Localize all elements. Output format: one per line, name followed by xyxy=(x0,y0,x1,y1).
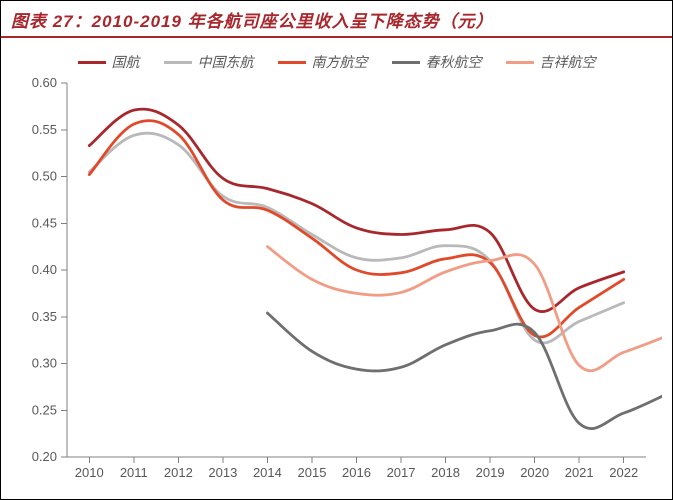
y-tick-label: 0.40 xyxy=(32,262,57,277)
x-tick-label: 2010 xyxy=(75,465,104,480)
x-tick-label: 2015 xyxy=(298,465,327,480)
legend-swatch xyxy=(506,61,534,64)
y-tick-label: 0.35 xyxy=(32,309,57,324)
legend-item: 吉祥航空 xyxy=(506,52,596,72)
chart-plot-area: 0.20 0.25 0.30 0.35 0.40 0.45 0.50 0.55 0.60 2010… xyxy=(11,77,662,487)
x-tick-label: 2019 xyxy=(476,465,505,480)
legend-label: 吉祥航空 xyxy=(540,52,596,72)
legend: 国航 中国东航 南方航空 春秋航空 吉祥航空 xyxy=(1,38,672,76)
legend-swatch xyxy=(78,61,106,64)
legend-label: 中国东航 xyxy=(198,52,254,72)
x-tick-label: 2016 xyxy=(342,465,371,480)
legend-item: 国航 xyxy=(78,52,140,72)
axes: 0.20 0.25 0.30 0.35 0.40 0.45 0.50 0.55 0.60 2010… xyxy=(32,77,646,480)
x-tick-label: 2018 xyxy=(431,465,460,480)
y-tick-label: 0.60 xyxy=(32,77,57,90)
title-bar: 图表 27：2010-2019 年各航司座公里收入呈下降态势（元） xyxy=(1,1,672,38)
x-tick-label: 2014 xyxy=(253,465,282,480)
chart-figure: 图表 27：2010-2019 年各航司座公里收入呈下降态势（元） 国航 中国东航… xyxy=(0,0,673,500)
legend-label: 国航 xyxy=(112,52,140,72)
y-tick-label: 0.20 xyxy=(32,449,57,464)
x-tick-label: 2022 xyxy=(609,465,638,480)
legend-swatch xyxy=(392,61,420,64)
legend-swatch xyxy=(278,61,306,64)
series-group xyxy=(89,109,662,429)
x-tick-label: 2020 xyxy=(520,465,549,480)
series-line xyxy=(267,313,662,429)
y-tick-label: 0.25 xyxy=(32,402,57,417)
chart-title: 图表 27：2010-2019 年各航司座公里收入呈下降态势（元） xyxy=(11,12,494,31)
y-tick-label: 0.30 xyxy=(32,356,57,371)
chart-svg: 0.20 0.25 0.30 0.35 0.40 0.45 0.50 0.55 0.60 2010… xyxy=(11,77,662,487)
x-tick-label: 2021 xyxy=(565,465,594,480)
legend-label: 春秋航空 xyxy=(426,52,482,72)
y-tick-label: 0.45 xyxy=(32,215,57,230)
x-tick-label: 2017 xyxy=(387,465,416,480)
x-tick-label: 2011 xyxy=(120,465,148,480)
legend-swatch xyxy=(164,61,192,64)
x-tick-label: 2013 xyxy=(208,465,237,480)
legend-item: 南方航空 xyxy=(278,52,368,72)
legend-item: 春秋航空 xyxy=(392,52,482,72)
x-tick-label: 2012 xyxy=(164,465,193,480)
y-tick-label: 0.50 xyxy=(32,169,57,184)
y-tick-label: 0.55 xyxy=(32,122,57,137)
legend-item: 中国东航 xyxy=(164,52,254,72)
legend-label: 南方航空 xyxy=(312,52,368,72)
series-line xyxy=(267,247,662,371)
